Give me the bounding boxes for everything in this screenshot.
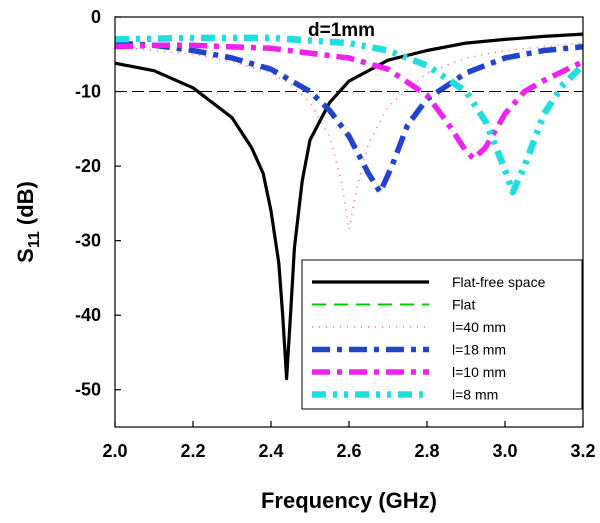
y-axis-title: S11 (dB) xyxy=(13,181,43,263)
y-tick-label: -30 xyxy=(75,231,101,251)
legend-label: l=8 mm xyxy=(452,387,498,403)
ticks-layer: 2.0 2.2 2.4 2.6 2.8 3.0 3.2 0 -10 -20 -30 -40 -50 xyxy=(75,7,596,461)
legend: Flat-free space Flat l=40 mm l=18 mm l=10 mm… xyxy=(301,259,583,410)
y-tick-label: 0 xyxy=(91,7,101,27)
x-axis-title: Frequency (GHz) xyxy=(261,488,437,513)
y-tick-label: -20 xyxy=(75,156,101,176)
y-tick-label: -50 xyxy=(75,380,101,400)
series-line-flat-free-space xyxy=(114,32,584,381)
x-tick-label: 2.4 xyxy=(258,441,283,461)
y-axis-title-main: S xyxy=(13,248,38,263)
legend-label: l=18 mm xyxy=(452,342,506,358)
x-tick-label: 2.0 xyxy=(102,441,127,461)
x-tick-label: 3.2 xyxy=(570,441,595,461)
y-tick-label: -10 xyxy=(75,82,101,102)
y-tick-label: -40 xyxy=(75,305,101,325)
series-line-l-8-mm xyxy=(114,34,586,196)
y-axis-title-subscript: 11 xyxy=(26,231,43,248)
x-tick-label: 2.8 xyxy=(414,441,439,461)
y-axis-title-unit: (dB) xyxy=(13,181,38,231)
x-tick-label: 3.0 xyxy=(492,441,517,461)
legend-box xyxy=(301,259,583,410)
legend-label: l=40 mm xyxy=(452,319,506,335)
legend-label: Flat xyxy=(452,297,475,313)
x-tick-label: 2.6 xyxy=(336,441,361,461)
annotation-label: d=1mm xyxy=(308,20,375,41)
x-tick-label: 2.2 xyxy=(180,441,205,461)
legend-label: l=10 mm xyxy=(452,364,506,380)
legend-label: Flat-free space xyxy=(452,274,546,290)
series-line-l-18-mm xyxy=(114,40,584,195)
series-layer xyxy=(114,32,586,381)
